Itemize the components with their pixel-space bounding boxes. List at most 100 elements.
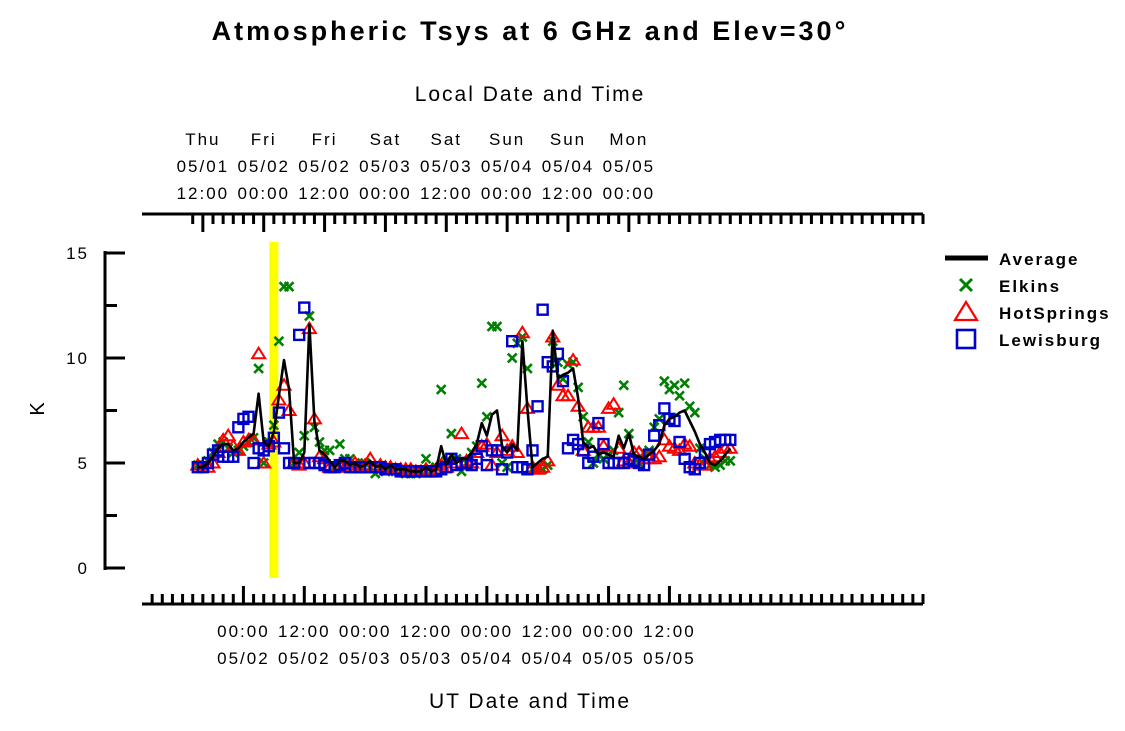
top-tick-label: 00:00 [603, 184, 656, 203]
x-tick-label: 00:00 [339, 622, 392, 641]
data-point-hotsprings [650, 448, 668, 463]
data-point-lewisburg [470, 452, 483, 465]
top-tick-label: 05/04 [481, 157, 534, 176]
x-axis-title: UT Date and Time [428, 690, 632, 713]
data-point-elkins [491, 321, 503, 332]
legend-label-elkins: Elkins [999, 277, 1061, 296]
data-point-hotsprings [539, 453, 557, 467]
data-point-elkins [334, 438, 346, 450]
data-point-elkins [618, 379, 630, 391]
data-point-lewisburg [592, 416, 605, 430]
x-tick-label: 12:00 [643, 622, 696, 641]
top-tick-label: Fri [251, 130, 277, 149]
data-point-hotsprings [255, 455, 273, 469]
top-tick-label: 12:00 [542, 184, 595, 203]
data-point-lewisburg [531, 400, 544, 413]
y-tick-label: 15 [66, 244, 89, 263]
data-point-hotsprings [564, 352, 582, 366]
data-point-hotsprings [534, 459, 551, 473]
x-tick-label: 12:00 [278, 622, 331, 641]
y-tick-label: 0 [78, 559, 89, 578]
data-point-lewisburg [506, 335, 519, 348]
data-point-lewisburg [597, 437, 610, 451]
top-tick-label: Sun [489, 130, 525, 149]
data-point-hotsprings [529, 461, 546, 475]
top-tick-label: Mon [609, 130, 648, 149]
top-tick-label: Sun [550, 130, 586, 149]
data-point-hotsprings [595, 438, 612, 452]
data-point-elkins [724, 455, 736, 467]
data-point-elkins [481, 411, 493, 423]
data-point-hotsprings [696, 457, 714, 471]
data-point-lewisburg [272, 406, 286, 419]
x-tick-label: 05/05 [643, 649, 696, 668]
data-point-hotsprings [290, 457, 308, 471]
data-point-hotsprings [600, 400, 617, 414]
data-point-hotsprings [569, 398, 587, 412]
top-axis-title: Local Date and Time [414, 83, 646, 106]
data-point-lewisburg [227, 450, 240, 463]
data-point-elkins [273, 335, 285, 347]
data-point-hotsprings [235, 434, 252, 448]
series-line-average [197, 323, 732, 473]
y-tick-label: 10 [66, 349, 89, 368]
top-tick-label: 12:00 [177, 184, 230, 203]
legend-label-lewisburg: Lewisburg [999, 331, 1102, 350]
data-point-hotsprings [549, 377, 567, 391]
data-point-lewisburg [500, 446, 514, 459]
data-point-lewisburg [277, 442, 291, 455]
data-point-hotsprings [706, 448, 724, 463]
data-point-lewisburg [642, 448, 656, 461]
top-tick-label: Sat [431, 130, 463, 149]
data-point-elkins [293, 447, 305, 458]
data-point-elkins [659, 375, 670, 387]
data-point-lewisburg [242, 410, 255, 423]
top-tick-label: Thu [185, 130, 220, 149]
data-point-elkins [253, 363, 264, 374]
data-point-hotsprings [488, 444, 506, 458]
data-point-elkins [420, 453, 432, 465]
data-point-lewisburg [673, 435, 686, 449]
top-tick-label: 00:00 [481, 184, 534, 203]
top-tick-label: Fri [312, 130, 338, 149]
data-point-lewisburg [658, 402, 671, 415]
x-tick-label: 12:00 [521, 622, 574, 641]
data-point-hotsprings [681, 438, 699, 452]
data-point-hotsprings [250, 345, 267, 360]
top-tick-label: 05/01 [177, 157, 230, 176]
data-point-elkins [476, 377, 488, 389]
x-tick-label: 00:00 [217, 622, 270, 641]
data-point-lewisburg [536, 303, 549, 316]
data-point-elkins [613, 407, 625, 418]
data-point-lewisburg [480, 458, 494, 472]
data-point-hotsprings [453, 425, 470, 440]
data-point-elkins [674, 390, 685, 402]
data-point-lewisburg [293, 328, 306, 342]
data-point-lewisburg [247, 456, 260, 470]
x-tick-label: 00:00 [582, 622, 635, 641]
legend-swatch-elkins [958, 277, 974, 293]
data-point-lewisburg [724, 433, 737, 447]
legend-label-average: Average [999, 250, 1079, 269]
x-tick-label: 12:00 [400, 622, 453, 641]
data-point-hotsprings [590, 419, 607, 433]
top-tick-label: 00:00 [359, 184, 412, 203]
data-point-lewisburg [521, 463, 534, 476]
data-point-hotsprings [514, 324, 531, 339]
x-tick-label: 05/02 [217, 649, 270, 668]
data-point-lewisburg [587, 450, 600, 463]
top-tick-label: 12:00 [420, 184, 473, 203]
legend-label-hotsprings: HotSprings [999, 304, 1111, 323]
x-tick-label: 05/04 [521, 649, 574, 668]
top-tick-label: Sat [370, 130, 402, 149]
data-point-hotsprings [605, 396, 622, 410]
data-point-elkins [283, 281, 295, 292]
x-tick-label: 00:00 [461, 622, 514, 641]
data-point-elkins [446, 428, 457, 439]
top-tick-label: 12:00 [298, 184, 351, 203]
x-tick-label: 05/05 [582, 649, 635, 668]
x-tick-label: 05/04 [461, 649, 514, 668]
top-tick-label: 05/05 [603, 157, 656, 176]
data-point-hotsprings [508, 444, 526, 458]
